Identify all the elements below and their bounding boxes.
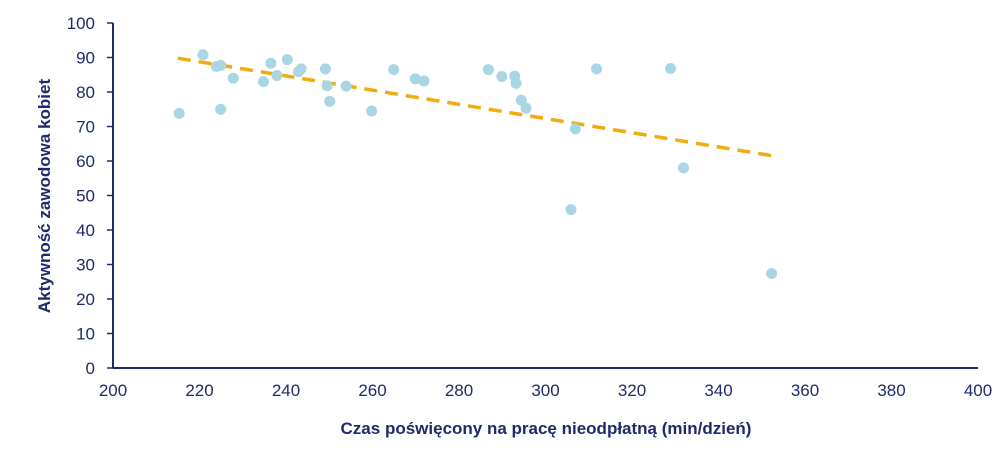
data-point <box>265 57 277 69</box>
data-point <box>388 64 400 76</box>
data-point <box>271 69 283 81</box>
axes <box>112 23 978 369</box>
x-tick-label: 340 <box>704 381 732 400</box>
y-tick-label: 20 <box>76 290 95 309</box>
data-point <box>569 123 581 135</box>
x-axis-title: Czas poświęcony na pracę nieodpłatną (mi… <box>341 419 752 438</box>
y-axis-title: Aktywność zawodowa kobiet <box>35 79 54 314</box>
data-point <box>366 105 378 117</box>
y-tick-label: 50 <box>76 187 95 206</box>
data-points <box>173 49 778 279</box>
data-point <box>510 77 522 89</box>
data-point <box>418 75 430 87</box>
x-tick-label: 380 <box>877 381 905 400</box>
data-point <box>295 63 307 75</box>
x-tick-label: 320 <box>618 381 646 400</box>
data-point <box>321 80 333 92</box>
data-point <box>766 267 778 279</box>
data-point <box>340 80 352 92</box>
y-tick-label: 60 <box>76 152 95 171</box>
data-point <box>565 204 577 216</box>
data-point <box>591 63 603 75</box>
y-tick-label: 100 <box>67 14 95 33</box>
x-tick-label: 220 <box>185 381 213 400</box>
data-point <box>258 76 270 88</box>
data-point <box>677 162 689 174</box>
data-point <box>496 70 508 82</box>
y-tick-label: 0 <box>86 359 95 378</box>
data-point <box>324 95 336 107</box>
y-tick-label: 10 <box>76 325 95 344</box>
y-tick-label: 90 <box>76 49 95 68</box>
x-tick-label: 260 <box>358 381 386 400</box>
trendline-group <box>177 56 776 158</box>
data-point <box>319 63 331 75</box>
data-point <box>227 72 239 84</box>
x-tick-label: 240 <box>272 381 300 400</box>
y-tick-label: 40 <box>76 221 95 240</box>
x-tick-label: 200 <box>99 381 127 400</box>
trendline <box>177 56 776 158</box>
x-tick-label: 300 <box>531 381 559 400</box>
y-tick-label: 30 <box>76 256 95 275</box>
x-tick-label: 280 <box>445 381 473 400</box>
data-point <box>215 59 227 71</box>
x-tick-label: 400 <box>964 381 992 400</box>
data-point <box>215 103 227 115</box>
data-point <box>173 107 185 119</box>
y-tick-label: 70 <box>76 118 95 137</box>
data-point <box>664 63 676 75</box>
data-point <box>197 49 209 61</box>
data-point <box>281 54 293 66</box>
y-tick-label: 80 <box>76 83 95 102</box>
data-point <box>482 64 494 76</box>
data-point <box>409 73 421 85</box>
x-tick-label: 360 <box>791 381 819 400</box>
data-point <box>515 94 527 106</box>
data-point <box>520 102 532 114</box>
tick-labels: 200 220 240 260 280 300 320 340 360 380 400 0 10 20 30… <box>67 14 993 400</box>
